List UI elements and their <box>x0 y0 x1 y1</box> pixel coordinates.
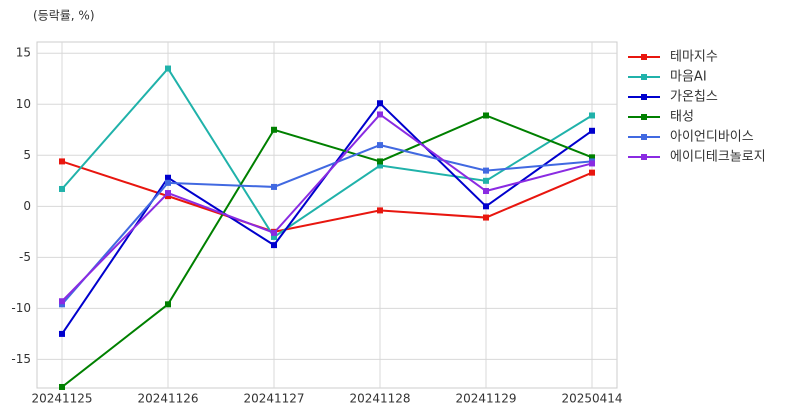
series-line <box>61 101 593 335</box>
legend-marker <box>641 114 647 120</box>
plot-frame <box>36 41 618 389</box>
point <box>165 301 171 308</box>
legend-marker <box>641 154 647 160</box>
point <box>377 142 383 149</box>
point <box>271 229 277 236</box>
point <box>59 330 65 337</box>
point <box>59 298 65 305</box>
point <box>589 112 595 119</box>
point <box>165 190 171 197</box>
legend-label: 가온칩스 <box>670 90 718 105</box>
point <box>377 158 383 165</box>
legend-marker <box>641 94 647 100</box>
legend-marker <box>641 74 647 80</box>
point <box>483 188 489 195</box>
x-tick-label: 20250414 <box>561 392 622 406</box>
point <box>59 383 65 390</box>
x-tick-label: 20241129 <box>455 392 516 406</box>
point <box>589 154 595 161</box>
point <box>271 183 277 190</box>
point <box>589 160 595 167</box>
legend-label: 마음AI <box>670 70 707 85</box>
y-tick-label: 0 <box>23 199 31 213</box>
point <box>589 169 595 176</box>
point <box>483 203 489 210</box>
y-tick-label: -10 <box>11 301 31 315</box>
point <box>165 179 171 186</box>
y-tick-label: -5 <box>19 250 31 264</box>
x-tick-label: 20241128 <box>349 392 410 406</box>
y-tick-label: 5 <box>23 148 31 162</box>
point <box>377 111 383 118</box>
point <box>483 167 489 174</box>
point <box>589 127 595 134</box>
x-tick-label: 20241127 <box>243 392 304 406</box>
series-line <box>61 144 593 305</box>
series-line <box>61 113 593 302</box>
legend-label: 에이디테크놀로지 <box>670 150 766 165</box>
x-tick-label: 20241125 <box>31 392 92 406</box>
legend-marker <box>641 134 647 140</box>
series-line <box>61 114 593 388</box>
point <box>483 112 489 119</box>
series-line <box>61 66 593 239</box>
point <box>59 301 65 308</box>
point <box>165 174 171 181</box>
point <box>483 214 489 221</box>
point <box>483 177 489 184</box>
legend-label: 태성 <box>670 110 694 125</box>
legend-label: 아이언디바이스 <box>670 130 754 145</box>
y-tick-label: -15 <box>11 352 31 366</box>
point <box>165 65 171 72</box>
point <box>271 233 277 240</box>
point <box>377 162 383 169</box>
series-line <box>61 160 593 233</box>
point <box>271 126 277 133</box>
point <box>377 207 383 214</box>
point <box>377 100 383 107</box>
legend-label: 테마지수 <box>670 50 718 65</box>
point <box>165 193 171 200</box>
x-tick-label: 20241126 <box>137 392 198 406</box>
y-tick-label: 15 <box>16 46 31 60</box>
y-tick-label: 10 <box>16 97 31 111</box>
chart-title: (등락률, %) <box>33 9 95 23</box>
point <box>59 185 65 192</box>
legend-marker <box>641 54 647 60</box>
point <box>271 242 277 249</box>
point <box>59 158 65 165</box>
